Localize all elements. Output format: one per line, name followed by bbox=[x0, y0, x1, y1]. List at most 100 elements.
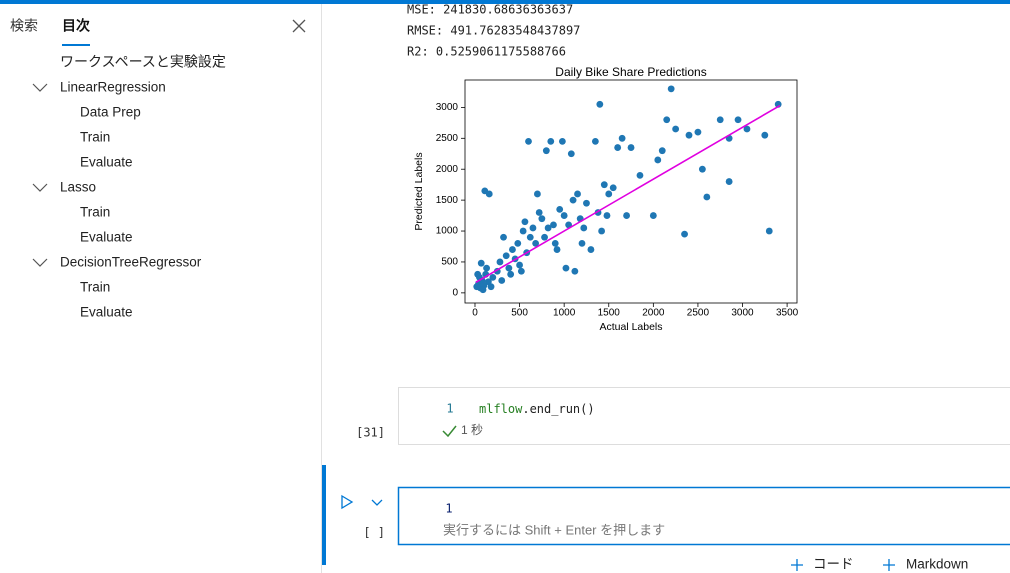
point bbox=[649, 212, 657, 219]
point bbox=[609, 184, 617, 192]
point bbox=[477, 259, 485, 267]
output-line: RMSE: 491.76283548437897 bbox=[407, 24, 580, 38]
toc-item[interactable]: Evaluate bbox=[80, 155, 133, 170]
run-button[interactable] bbox=[341, 494, 354, 510]
tab[interactable]: 目次 bbox=[62, 18, 90, 34]
point bbox=[519, 227, 527, 235]
x-axis-label: Actual Labels bbox=[599, 321, 662, 333]
point bbox=[556, 205, 564, 213]
top-bar bbox=[0, 0, 1010, 4]
point bbox=[627, 144, 635, 151]
output-line: MSE: 241830.68636363637 bbox=[407, 3, 573, 17]
point bbox=[672, 125, 680, 133]
close-button[interactable] bbox=[292, 19, 306, 33]
point bbox=[694, 128, 702, 136]
point bbox=[496, 258, 504, 266]
y-tick-label: 2000 bbox=[436, 164, 459, 175]
active-cell-bar bbox=[322, 465, 326, 565]
toc-item[interactable]: Train bbox=[80, 205, 110, 220]
chevron bbox=[32, 183, 48, 192]
duration: 1 秒 bbox=[461, 423, 483, 437]
point bbox=[636, 171, 644, 179]
point bbox=[578, 240, 586, 247]
x-tick-label: 0 bbox=[472, 308, 478, 319]
point bbox=[667, 85, 675, 93]
point bbox=[532, 240, 540, 247]
point bbox=[505, 264, 513, 272]
output-line: R2: 0.5259061175588766 bbox=[407, 45, 566, 59]
add-code-button[interactable]: コード bbox=[813, 557, 854, 572]
point bbox=[761, 131, 769, 139]
chevron bbox=[32, 83, 48, 92]
point bbox=[591, 137, 599, 145]
code-token: mlflow bbox=[479, 402, 523, 416]
point bbox=[553, 246, 561, 253]
point bbox=[487, 283, 495, 291]
point bbox=[571, 267, 579, 275]
point bbox=[560, 212, 568, 219]
check-icon bbox=[442, 425, 457, 438]
point bbox=[535, 209, 543, 216]
point bbox=[547, 137, 555, 145]
point bbox=[509, 246, 516, 253]
point bbox=[474, 270, 482, 278]
point bbox=[550, 221, 557, 229]
point bbox=[525, 137, 532, 145]
point bbox=[502, 252, 510, 260]
y-tick-label: 1000 bbox=[436, 226, 459, 237]
point bbox=[562, 264, 570, 272]
point bbox=[716, 116, 724, 124]
cell-menu[interactable] bbox=[371, 499, 383, 506]
point bbox=[507, 270, 515, 278]
point bbox=[569, 196, 577, 204]
point bbox=[538, 215, 546, 223]
point bbox=[623, 212, 630, 219]
point bbox=[529, 224, 537, 232]
y-tick-label: 1500 bbox=[436, 195, 459, 206]
toc-item[interactable]: LinearRegression bbox=[60, 80, 166, 95]
point bbox=[598, 227, 606, 235]
point bbox=[498, 277, 506, 284]
tab[interactable]: 検索 bbox=[10, 18, 38, 34]
x-tick-label: 2500 bbox=[687, 308, 710, 319]
point bbox=[479, 286, 487, 294]
point bbox=[703, 193, 711, 201]
point bbox=[698, 165, 706, 173]
fit-line bbox=[475, 104, 781, 284]
point bbox=[725, 178, 733, 185]
toc-item[interactable]: Evaluate bbox=[80, 305, 133, 320]
tab-underline bbox=[62, 44, 90, 46]
point bbox=[614, 144, 622, 151]
point bbox=[558, 137, 566, 145]
line-number: 1 bbox=[445, 502, 452, 516]
x-tick-label: 500 bbox=[511, 308, 528, 319]
toc-item[interactable]: Train bbox=[80, 130, 110, 145]
point bbox=[574, 190, 581, 198]
y-tick-label: 3000 bbox=[436, 102, 459, 113]
cell-box[interactable] bbox=[397, 486, 1010, 546]
point bbox=[743, 125, 751, 133]
point bbox=[685, 131, 693, 139]
placeholder: 実行するには Shift + Enter を押します bbox=[443, 522, 665, 537]
y-tick-label: 500 bbox=[441, 257, 458, 268]
point bbox=[658, 147, 666, 155]
x-tick-label: 3000 bbox=[731, 308, 754, 319]
point bbox=[544, 224, 552, 232]
point bbox=[567, 150, 575, 158]
toc-item[interactable]: Data Prep bbox=[80, 105, 141, 120]
point bbox=[521, 218, 529, 226]
toc-item[interactable]: Train bbox=[80, 280, 110, 295]
code-cell[interactable]: 1 mlflow.end_run() bbox=[398, 387, 1010, 445]
toc-item[interactable]: DecisionTreeRegressor bbox=[60, 255, 202, 270]
toc-item[interactable]: Evaluate bbox=[80, 230, 133, 245]
point bbox=[485, 190, 493, 198]
point bbox=[681, 230, 688, 238]
point bbox=[541, 233, 548, 241]
point bbox=[483, 264, 490, 272]
toc-item[interactable]: ワークスペースと実験設定 bbox=[60, 54, 226, 70]
toc-item[interactable]: Lasso bbox=[60, 180, 96, 195]
add-markdown-button[interactable]: Markdown bbox=[906, 557, 968, 572]
point bbox=[605, 190, 613, 198]
chevron bbox=[32, 258, 48, 267]
